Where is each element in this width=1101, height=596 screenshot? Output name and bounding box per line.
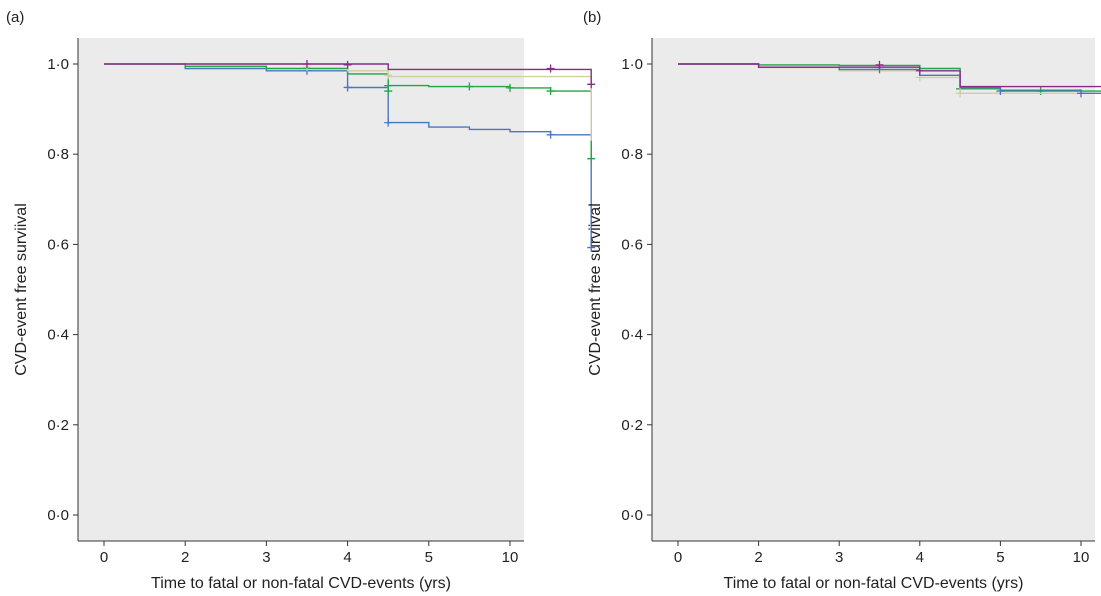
censor-mark (875, 60, 884, 69)
censor-mark (343, 60, 352, 69)
censor-mark (587, 80, 596, 89)
x-tick-label: 10 (1073, 549, 1090, 566)
y-tick-label: 0·6 (47, 236, 69, 253)
x-axis-title: Time to fatal or non-fatal CVD-events (y… (724, 575, 1024, 592)
y-tick-label: 0·0 (621, 507, 643, 524)
x-tick-label: 3 (835, 549, 843, 566)
x-tick-label: 2 (754, 549, 762, 566)
x-tick-label: 10 (502, 549, 519, 566)
panel-b-label: (b) (583, 9, 601, 26)
censor-mark (996, 87, 1005, 96)
y-tick-label: 1·0 (621, 56, 643, 73)
censor-mark (956, 89, 965, 98)
plot-area (652, 38, 1095, 541)
x-tick-label: 3 (262, 549, 270, 566)
y-tick-label: 0·2 (621, 417, 643, 434)
x-tick-label: 0 (674, 549, 682, 566)
censor-mark (303, 60, 311, 68)
censor-mark (546, 64, 555, 73)
censor-mark (384, 71, 393, 80)
censor-mark (587, 154, 596, 163)
y-tick-label: 0·8 (621, 146, 643, 163)
plot-area (78, 38, 524, 541)
censor-mark (546, 87, 555, 96)
censor-mark (465, 82, 474, 91)
x-tick-label: 2 (181, 549, 189, 566)
series-line (104, 63, 592, 85)
panel-a-label: (a) (6, 9, 24, 26)
x-axis-title: Time to fatal or non-fatal CVD-events (y… (151, 575, 451, 592)
censor-mark (1077, 89, 1085, 98)
censor-mark (506, 83, 514, 92)
censor-mark (915, 66, 924, 75)
panel-b: (b) 0 2 3 4 5 10 0·0 0·2 0·4 0·6 0·8 1·0 Time to fat… (583, 9, 1101, 592)
censor-mark (546, 130, 555, 139)
x-tick-label: 4 (343, 549, 351, 566)
y-tick-label: 1·0 (47, 56, 69, 73)
y-tick-label: 0·4 (621, 327, 643, 344)
y-tick-label: 0·4 (47, 327, 69, 344)
x-tick-label: 5 (996, 549, 1004, 566)
y-axis-title: CVD-event free surviival (587, 203, 604, 376)
x-tick-label: 0 (100, 549, 108, 566)
series-line (678, 63, 1101, 88)
y-tick-label: 0·8 (47, 146, 69, 163)
censor-mark (384, 118, 393, 127)
censor-mark (587, 243, 596, 252)
panel-a: (a) 0 2 3 4 5 10 0·0 0·2 0·4 0·6 0·8 1·0 Time to fat… (6, 9, 596, 592)
y-tick-label: 0·0 (47, 507, 69, 524)
x-tick-label: 4 (916, 549, 924, 566)
y-tick-label: 0·6 (621, 236, 643, 253)
y-axis-title: CVD-event free surviival (13, 203, 30, 376)
censor-mark (384, 87, 393, 96)
censor-mark (343, 83, 352, 92)
x-tick-label: 5 (425, 549, 433, 566)
y-tick-label: 0·2 (47, 417, 69, 434)
